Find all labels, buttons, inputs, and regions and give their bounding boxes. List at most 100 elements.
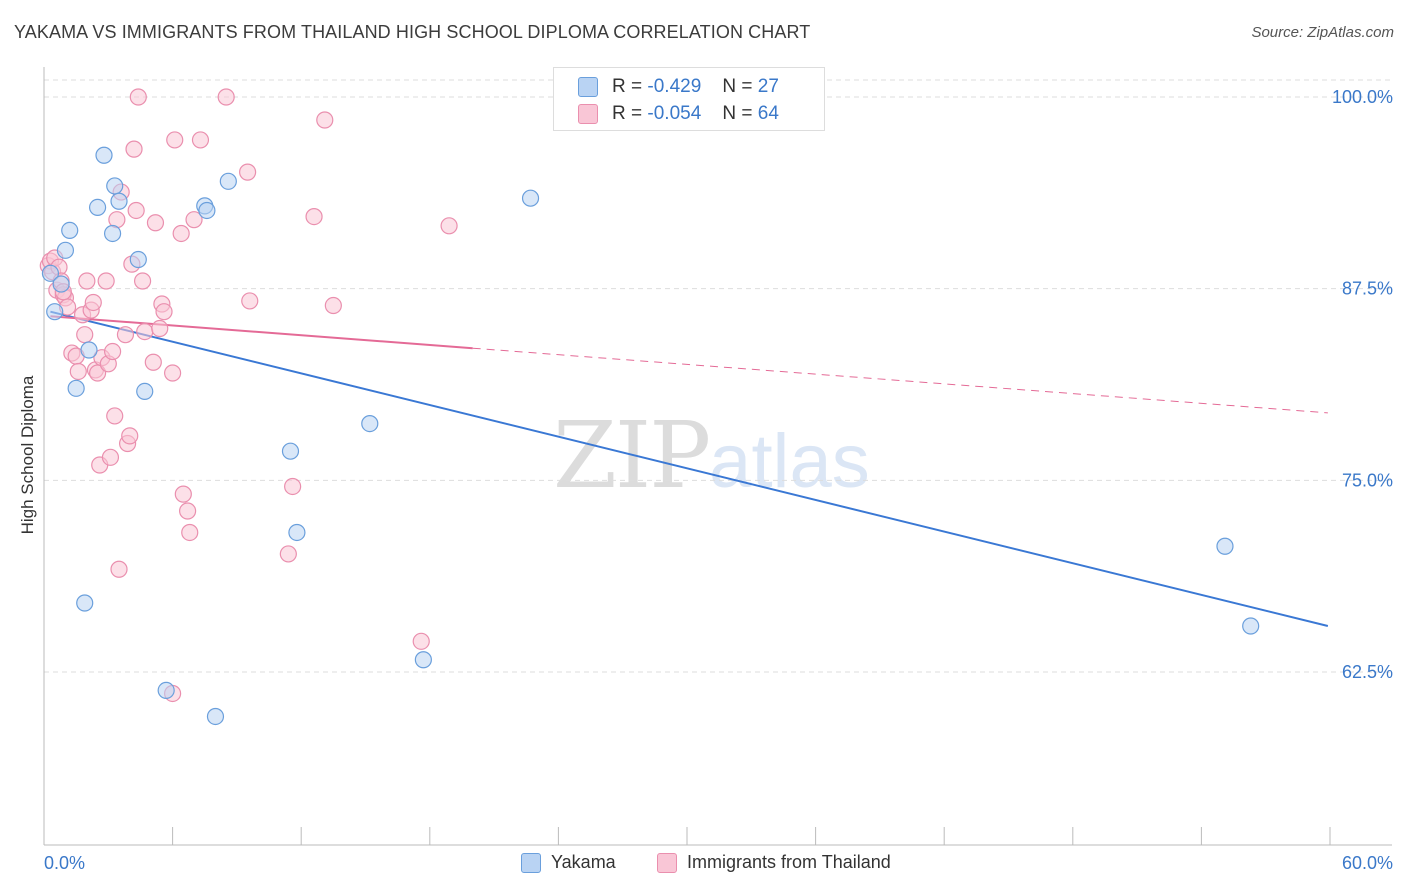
thailand-point xyxy=(172,224,190,243)
tick-labels: 62.5% 75.0% 87.5% 100.0% 0.0% 60.0% xyxy=(44,87,1393,873)
yakama-point xyxy=(521,189,540,207)
legend-label-yakama: Yakama xyxy=(551,852,616,872)
thailand-point xyxy=(76,326,94,344)
y-tick-label: 75.0% xyxy=(1342,470,1393,490)
thailand-point xyxy=(146,214,165,232)
series-legend-yakama: Yakama xyxy=(521,852,616,873)
thailand-point xyxy=(110,560,128,578)
thailand-point xyxy=(217,88,235,106)
thailand-point xyxy=(121,427,139,445)
yakama-point xyxy=(103,224,122,243)
thailand-point xyxy=(305,208,323,226)
yakama-point xyxy=(46,303,64,321)
thailand-point xyxy=(101,448,120,466)
thailand-point xyxy=(181,523,199,542)
legend-r-value: -0.429 xyxy=(647,76,702,97)
yakama-point xyxy=(95,146,113,164)
thailand-point xyxy=(166,131,184,149)
yakama-point xyxy=(206,707,225,726)
yakama-point xyxy=(1216,537,1234,555)
thailand-point xyxy=(106,407,124,425)
yakama-point xyxy=(129,250,147,269)
y-axis-label: High School Diploma xyxy=(18,375,37,535)
yakama-trend-line xyxy=(50,310,1329,627)
thailand-point xyxy=(179,502,197,520)
x-tick-label-max: 60.0% xyxy=(1342,853,1393,873)
yakama-point xyxy=(1242,617,1260,635)
thailand-point xyxy=(174,485,192,503)
thailand-point xyxy=(241,292,259,310)
yakama-point xyxy=(76,594,94,612)
yakama-point xyxy=(288,523,306,542)
y-tick-label: 87.5% xyxy=(1342,279,1393,299)
y-tick-label: 62.5% xyxy=(1342,662,1393,682)
yakama-point xyxy=(52,275,70,293)
legend-n-label: N = xyxy=(722,76,753,97)
yakama-point xyxy=(41,264,60,282)
zipatlas-watermark: ZIPatlas xyxy=(553,402,870,509)
thailand-point xyxy=(412,632,430,650)
thailand-point xyxy=(185,211,203,229)
yakama-point xyxy=(281,442,300,460)
series-legend-thailand: Immigrants from Thailand xyxy=(657,852,891,873)
thailand-point xyxy=(69,362,87,381)
legend-n-label: N = xyxy=(722,103,753,124)
data-points xyxy=(39,88,1260,726)
legend-n-value: 64 xyxy=(757,103,779,124)
thailand-point xyxy=(78,272,96,290)
thailand-point xyxy=(136,323,154,341)
thailand-point xyxy=(316,111,334,129)
legend-r-label: R = xyxy=(612,76,643,97)
thailand-point xyxy=(127,201,145,220)
yakama-point xyxy=(88,198,107,216)
thailand-trend-line xyxy=(50,315,473,350)
legend-r-label: R = xyxy=(612,103,643,124)
thailand-point xyxy=(84,293,102,312)
yakama-point xyxy=(219,172,237,190)
yakama-point xyxy=(106,177,124,195)
legend-n-value: 27 xyxy=(757,76,779,97)
x-tick-label-min: 0.0% xyxy=(44,853,85,873)
yakama-point xyxy=(80,341,98,359)
trend-lines xyxy=(50,310,1329,627)
legend-label-thailand: Immigrants from Thailand xyxy=(687,852,891,872)
correlation-legend: R = -0.429 N = 27 R = -0.054 N = 64 xyxy=(553,67,825,131)
axes xyxy=(43,67,1392,846)
thailand-point xyxy=(144,353,162,371)
thailand-point xyxy=(324,296,342,315)
thailand-point xyxy=(97,272,115,290)
y-tick-label: 100.0% xyxy=(1332,87,1393,107)
thailand-point xyxy=(191,131,210,149)
yakama-point xyxy=(198,201,216,220)
thailand-point xyxy=(151,319,169,338)
legend-swatch-yakama xyxy=(521,852,541,873)
source-label: Source: ZipAtlas.com xyxy=(1251,24,1394,41)
legend-swatch-yakama xyxy=(578,77,598,97)
watermark-atlas: atlas xyxy=(709,419,870,504)
thailand-point xyxy=(125,140,143,158)
thailand-point xyxy=(155,303,173,321)
thailand-point xyxy=(129,88,147,106)
yakama-point xyxy=(157,681,175,700)
yakama-point xyxy=(110,192,128,210)
legend-swatch-thailand xyxy=(657,852,677,873)
thailand-point xyxy=(116,326,135,344)
yakama-point xyxy=(56,241,75,259)
legend-row-thailand: R = -0.054 N = 64 xyxy=(578,102,779,126)
yakama-point xyxy=(61,221,79,239)
chart-title: YAKAMA VS IMMIGRANTS FROM THAILAND HIGH … xyxy=(14,22,811,42)
thailand-point xyxy=(284,477,302,496)
thailand-point xyxy=(133,272,152,290)
thailand-point xyxy=(164,364,182,382)
thailand-point xyxy=(239,163,257,181)
thailand-point xyxy=(103,342,122,361)
yakama-point xyxy=(414,651,432,669)
thailand-trend-line-extrapolated xyxy=(472,347,1328,414)
legend-swatch-thailand xyxy=(578,104,598,124)
legend-r-value: -0.054 xyxy=(647,103,702,124)
yakama-point xyxy=(136,382,154,400)
yakama-point xyxy=(361,415,379,433)
thailand-point xyxy=(440,217,458,235)
thailand-point xyxy=(279,545,297,563)
